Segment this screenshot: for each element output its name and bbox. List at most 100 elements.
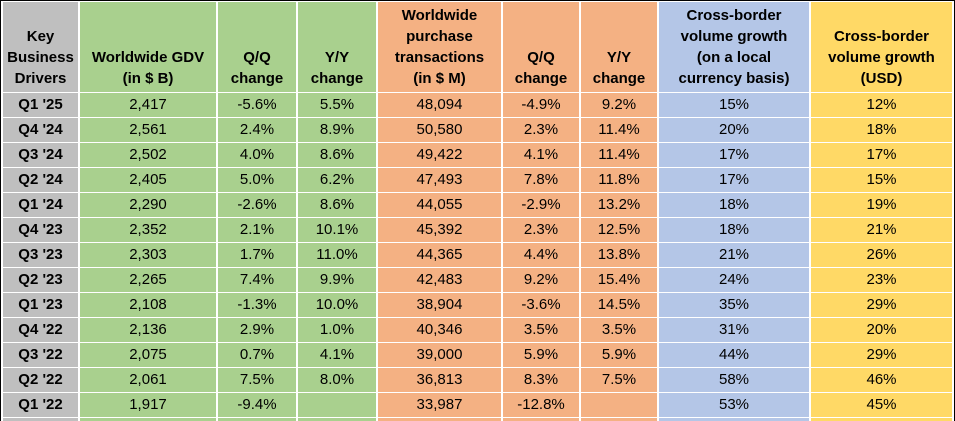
data-cell: 7.8% bbox=[503, 168, 579, 192]
table-row: Q2 '22 2,061 7.5% 8.0% 36,813 8.3% 7.5% 58% 46% bbox=[3, 368, 952, 392]
data-cell: 7.4% bbox=[218, 268, 296, 292]
data-cell: 1.7% bbox=[218, 243, 296, 267]
row-period-label: Q1 '25 bbox=[3, 93, 78, 117]
data-cell: 45% bbox=[811, 393, 952, 417]
data-cell: 11.4% bbox=[581, 143, 657, 167]
data-cell: 8.9% bbox=[298, 118, 376, 142]
data-cell: 1.0% bbox=[298, 318, 376, 342]
data-cell: 48,094 bbox=[378, 93, 501, 117]
data-cell: 15% bbox=[811, 168, 952, 192]
data-cell: 33,987 bbox=[378, 393, 501, 417]
data-cell: 2.3% bbox=[503, 118, 579, 142]
data-cell: 58% bbox=[659, 368, 809, 392]
data-cell: 53% bbox=[659, 393, 809, 417]
table-row: Q3 '24 2,502 4.0% 8.6% 49,422 4.1% 11.4% 17% 17% bbox=[3, 143, 952, 167]
column-header-cross-border-local: Cross-border volume growth (on a local c… bbox=[659, 2, 809, 92]
data-cell: 18% bbox=[659, 193, 809, 217]
row-period-label: Q2 '22 bbox=[3, 368, 78, 392]
data-cell: -2.9% bbox=[503, 193, 579, 217]
data-cell: 24% bbox=[659, 268, 809, 292]
data-cell: 23% bbox=[811, 268, 952, 292]
table-row: Q4 '23 2,352 2.1% 10.1% 45,392 2.3% 12.5% 18% 21… bbox=[3, 218, 952, 242]
data-cell: 2,561 bbox=[80, 118, 216, 142]
table-row: Q2 '23 2,265 7.4% 9.9% 42,483 9.2% 15.4% 24% 23% bbox=[3, 268, 952, 292]
data-cell: 9.2% bbox=[503, 268, 579, 292]
data-cell: 2,417 bbox=[80, 93, 216, 117]
data-cell: 19% bbox=[811, 193, 952, 217]
data-cell: 29% bbox=[811, 293, 952, 317]
data-cell: 29% bbox=[811, 343, 952, 367]
data-cell: -3.6% bbox=[503, 293, 579, 317]
data-cell: 11.4% bbox=[581, 118, 657, 142]
data-cell: 2,136 bbox=[80, 318, 216, 342]
column-header-gdv-qq-change: Q/Q change bbox=[218, 2, 296, 92]
data-cell: 4.4% bbox=[503, 243, 579, 267]
data-cell: 15% bbox=[659, 93, 809, 117]
row-period-label: Q2 '24 bbox=[3, 168, 78, 192]
row-period-label: Q1 '23 bbox=[3, 293, 78, 317]
data-cell: 15.4% bbox=[581, 268, 657, 292]
data-cell: 44% bbox=[659, 343, 809, 367]
data-cell: 0.7% bbox=[218, 343, 296, 367]
data-cell: 38,904 bbox=[378, 293, 501, 317]
data-cell: 45,392 bbox=[378, 218, 501, 242]
data-cell: 17% bbox=[659, 168, 809, 192]
data-cell: 47,493 bbox=[378, 168, 501, 192]
data-cell: 4.1% bbox=[298, 343, 376, 367]
data-cell: 4.1% bbox=[503, 143, 579, 167]
data-cell: 2,303 bbox=[80, 243, 216, 267]
row-period-label: Q3 '22 bbox=[3, 343, 78, 367]
data-cell: 14.5% bbox=[581, 293, 657, 317]
data-cell: 2.4% bbox=[218, 118, 296, 142]
data-cell: 2,061 bbox=[80, 368, 216, 392]
data-cell: 10.0% bbox=[298, 293, 376, 317]
data-cell: 2,265 bbox=[80, 268, 216, 292]
data-cell: 21% bbox=[659, 243, 809, 267]
data-cell: 49,422 bbox=[378, 143, 501, 167]
table-row: Q3 '23 2,303 1.7% 11.0% 44,365 4.4% 13.8% 21% 26… bbox=[3, 243, 952, 267]
data-cell: 8.6% bbox=[298, 143, 376, 167]
table-row: Q3 '22 2,075 0.7% 4.1% 39,000 5.9% 5.9% 44% 29% bbox=[3, 343, 952, 367]
column-header-purchase-transactions: Worldwide purchase transactions (in $ M) bbox=[378, 2, 501, 92]
data-cell: 9.9% bbox=[298, 268, 376, 292]
row-period-label: Q1 '22 bbox=[3, 393, 78, 417]
data-cell: 12.5% bbox=[581, 218, 657, 242]
data-cell: -2.6% bbox=[218, 193, 296, 217]
data-cell: 40,346 bbox=[378, 318, 501, 342]
data-cell: 35% bbox=[659, 293, 809, 317]
data-cell: 5.0% bbox=[218, 168, 296, 192]
data-cell: 2,290 bbox=[80, 193, 216, 217]
data-cell: 36,813 bbox=[378, 368, 501, 392]
data-cell: -9.4% bbox=[218, 393, 296, 417]
data-cell: 3.5% bbox=[503, 318, 579, 342]
data-cell: 8.3% bbox=[503, 368, 579, 392]
row-period-label: Q4 '23 bbox=[3, 218, 78, 242]
data-cell: 44,365 bbox=[378, 243, 501, 267]
data-cell: 39,000 bbox=[378, 343, 501, 367]
data-cell: 50,580 bbox=[378, 118, 501, 142]
row-period-label: Q4 '24 bbox=[3, 118, 78, 142]
data-cell: 3.5% bbox=[581, 318, 657, 342]
data-cell bbox=[298, 393, 376, 417]
data-cell: 7.5% bbox=[218, 368, 296, 392]
column-header-cross-border-usd: Cross-border volume growth (USD) bbox=[811, 2, 952, 92]
data-cell: 18% bbox=[659, 218, 809, 242]
data-cell: 17% bbox=[659, 143, 809, 167]
data-cell: 42,483 bbox=[378, 268, 501, 292]
column-header-gdv-yy-change: Y/Y change bbox=[298, 2, 376, 92]
data-cell: 8.0% bbox=[298, 368, 376, 392]
data-cell: 11.0% bbox=[298, 243, 376, 267]
column-header-transactions-yy-change: Y/Y change bbox=[581, 2, 657, 92]
data-cell: 10.1% bbox=[298, 218, 376, 242]
data-cell: -1.3% bbox=[218, 293, 296, 317]
data-cell: 5.9% bbox=[581, 343, 657, 367]
table-row: Q1 '24 2,290 -2.6% 8.6% 44,055 -2.9% 13.2% 18% 1… bbox=[3, 193, 952, 217]
data-cell: 2,405 bbox=[80, 168, 216, 192]
table-row: Q4 '24 2,561 2.4% 8.9% 50,580 2.3% 11.4% 20% 18% bbox=[3, 118, 952, 142]
data-cell: 11.8% bbox=[581, 168, 657, 192]
data-cell: 46% bbox=[811, 368, 952, 392]
data-cell: 5.5% bbox=[298, 93, 376, 117]
data-cell bbox=[581, 393, 657, 417]
data-cell: 12% bbox=[811, 93, 952, 117]
data-cell: 2.9% bbox=[218, 318, 296, 342]
